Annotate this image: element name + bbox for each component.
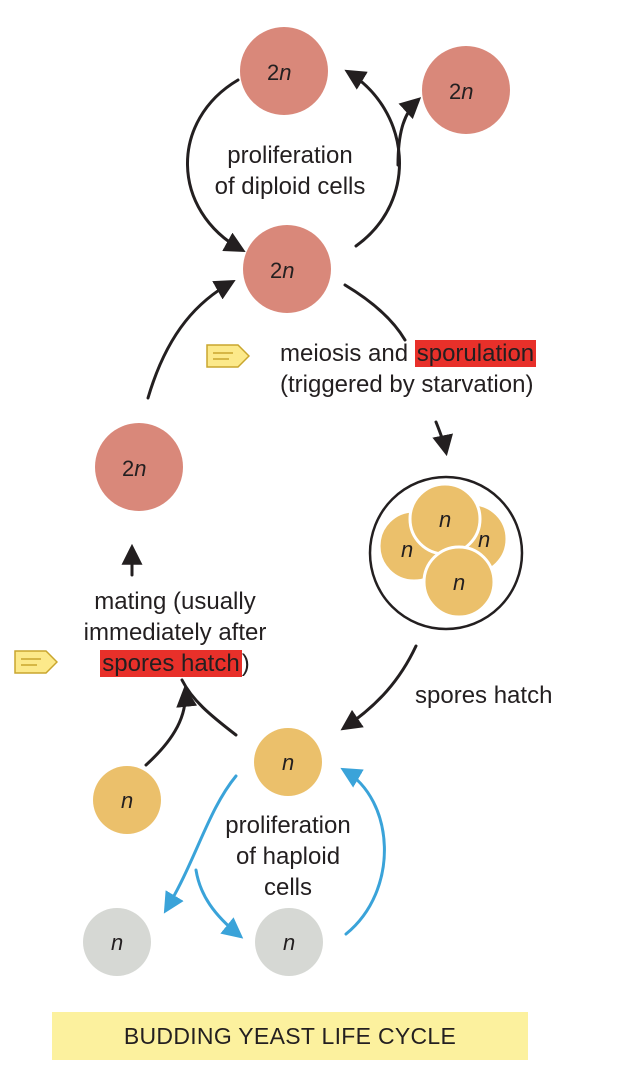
- diploid-cell-mating: [95, 423, 183, 511]
- arrow-haploid-mate-right: [180, 678, 238, 737]
- note-icon[interactable]: [206, 344, 250, 368]
- arrow-blue-left-inner: [194, 868, 244, 939]
- cell-label: n: [401, 537, 413, 562]
- arrow-branch-right: [396, 97, 422, 167]
- diploid-cell-top: [240, 27, 328, 115]
- cell-label: 2n: [267, 60, 292, 85]
- label-meiosis: meiosis and sporulation (triggered by st…: [280, 340, 537, 398]
- arrow-to-meiosis: [343, 283, 407, 342]
- cell-label: n: [111, 930, 123, 955]
- arrow-haploid-mate-left: [144, 685, 198, 767]
- title-banner: BUDDING YEAST LIFE CYCLE: [52, 1012, 528, 1060]
- label-mating: mating (usually immediately after spores…: [83, 588, 267, 677]
- haploid-cell-main: [254, 728, 322, 796]
- cell-label: n: [453, 570, 465, 595]
- cell-label: n: [478, 527, 490, 552]
- arrow-blue-left-outer: [163, 774, 238, 914]
- cell-label: n: [121, 788, 133, 813]
- diploid-cell-middle: [243, 225, 331, 313]
- cell-label: n: [439, 507, 451, 532]
- haploid-cell-grey-right: [255, 908, 323, 976]
- highlight-sporulation: sporulation: [414, 340, 537, 367]
- label-proliferation-diploid: proliferation of diploid cells: [214, 142, 366, 200]
- cell-label: 2n: [449, 79, 474, 104]
- spore: [422, 545, 496, 619]
- arrow-top-left: [186, 78, 246, 253]
- haploid-cell-grey-left: [83, 908, 151, 976]
- arrow-meiosis-down: [432, 420, 453, 457]
- label-proliferation-haploid: proliferation of haploid cells: [225, 812, 351, 901]
- diploid-cells: [95, 27, 510, 511]
- label-spores-hatch: spores hatch: [415, 682, 553, 709]
- cell-label: 2n: [270, 258, 295, 283]
- haploid-cell-left: [93, 766, 161, 834]
- cell-label: n: [282, 750, 294, 775]
- cell-label: 2n: [122, 456, 147, 481]
- arrow-blue-right: [340, 767, 386, 936]
- diagram-title: BUDDING YEAST LIFE CYCLE: [123, 1022, 457, 1049]
- diploid-cell-top-right: [422, 46, 510, 134]
- cell-label: n: [283, 930, 295, 955]
- haploid-cells: [83, 728, 323, 976]
- note-icon[interactable]: [14, 650, 58, 674]
- highlight-spores-hatch: spores hatch: [100, 650, 242, 677]
- arrow-spores-hatch: [340, 644, 418, 731]
- ascus: [368, 475, 524, 631]
- arrow-mating-up: [146, 279, 236, 400]
